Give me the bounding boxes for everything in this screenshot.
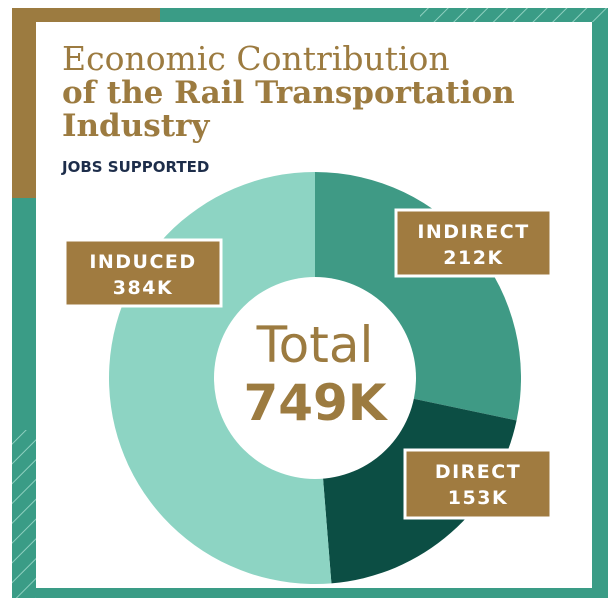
label-box — [403, 448, 553, 520]
gold-bar-top — [12, 8, 160, 22]
label-box — [394, 208, 553, 278]
category-label: INDIRECT — [417, 221, 529, 243]
title-line: Industry — [62, 108, 210, 144]
category-label: INDUCED — [89, 251, 196, 273]
hatch-top — [420, 8, 608, 22]
labels: INDIRECT 212K DIRECT 153K INDUCED 384K — [63, 208, 553, 520]
subtitle: JOBS SUPPORTED — [61, 158, 209, 176]
center-label: Total — [256, 316, 374, 374]
value-label: 384K — [113, 277, 173, 299]
hatch-left — [12, 430, 36, 598]
value-label: 153K — [448, 487, 508, 509]
category-label: DIRECT — [435, 461, 521, 483]
gold-bar-left — [12, 8, 36, 198]
value-label: 212K — [443, 247, 503, 269]
label-box — [63, 238, 223, 308]
donut-hole — [214, 277, 416, 479]
title-line: of the Rail Transportation — [62, 75, 515, 111]
title-line: Economic Contribution — [62, 39, 450, 78]
total-label: 749K — [243, 374, 388, 432]
